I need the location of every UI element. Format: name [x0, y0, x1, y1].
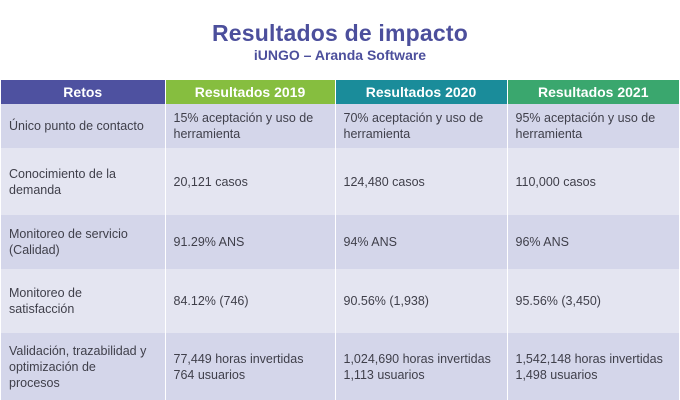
column-header-2019: Resultados 2019	[165, 80, 336, 104]
result-2020-cell: 124,480 casos	[335, 148, 508, 215]
result-2020-cell: 1,024,690 horas invertidas 1,113 usuario…	[335, 333, 508, 400]
result-text: 1,113 usuarios	[343, 367, 425, 382]
result-text: 94% ANS	[343, 235, 398, 249]
result-2021-cell: 110,000 casos	[507, 148, 679, 215]
result-text: 20,121 casos	[173, 174, 248, 189]
result-2021-cell: 1,542,148 horas invertidas 1,498 usuario…	[507, 333, 679, 400]
result-text: 110,000 casos	[515, 174, 596, 189]
result-text: 15% aceptación y uso de	[173, 111, 314, 125]
result-text: herramienta	[515, 127, 583, 141]
result-2020-cell: 90.56% (1,938)	[335, 269, 508, 333]
table-row: Conocimiento de la demanda 20,121 casos …	[1, 148, 679, 215]
table-header-row: Retos Resultados 2019 Resultados 2020 Re…	[1, 80, 679, 104]
result-2021-cell: 95.56% (3,450)	[507, 269, 679, 333]
result-text: 124,480 casos	[343, 174, 425, 189]
table-row: Único punto de contacto 15% aceptación y…	[1, 104, 679, 148]
result-2021-cell: 96% ANS	[507, 215, 679, 269]
table-row: Validación, trazabilidad y optimización …	[1, 333, 679, 400]
reto-text: Único punto de contacto	[9, 119, 144, 133]
reto-cell: Monitoreo de servicio (Calidad)	[1, 215, 166, 269]
result-text: 91.29% ANS	[173, 235, 245, 249]
result-text: herramienta	[173, 127, 241, 141]
result-2021-cell: 95% aceptación y uso de herramienta	[507, 104, 679, 148]
reto-cell: Validación, trazabilidad y optimización …	[1, 333, 166, 400]
reto-text: satisfacción	[9, 302, 75, 316]
result-2020-cell: 70% aceptación y uso de herramienta	[335, 104, 508, 148]
result-2019-cell: 91.29% ANS	[165, 215, 336, 269]
result-text: 1,542,148 horas invertidas	[515, 351, 663, 366]
result-2019-cell: 77,449 horas invertidas 764 usuarios	[165, 333, 336, 400]
reto-cell: Monitoreo de satisfacción	[1, 269, 166, 333]
column-header-2021: Resultados 2021	[507, 80, 679, 104]
reto-text: demanda	[9, 182, 62, 197]
reto-text: Monitoreo de servicio	[9, 227, 128, 241]
reto-text: optimización de	[9, 359, 96, 374]
reto-text: procesos	[9, 375, 60, 390]
result-text: 77,449 horas invertidas	[173, 351, 304, 366]
results-table: Retos Resultados 2019 Resultados 2020 Re…	[1, 80, 679, 400]
result-text: 84.12% (746)	[173, 294, 249, 308]
column-header-retos: Retos	[1, 80, 166, 104]
reto-text: Conocimiento de la	[9, 166, 117, 181]
reto-text: (Calidad)	[9, 243, 60, 257]
result-text: 1,498 usuarios	[515, 367, 598, 382]
page-subtitle: iUNGO – Aranda Software	[253, 47, 427, 63]
page-title: Resultados de impacto	[212, 20, 468, 46]
result-text: 95% aceptación y uso de	[515, 111, 656, 125]
result-text: 1,024,690 horas invertidas	[343, 351, 491, 366]
result-text: 70% aceptación y uso de	[343, 111, 484, 125]
reto-cell: Único punto de contacto	[1, 104, 166, 148]
result-text: 764 usuarios	[173, 367, 246, 382]
reto-cell: Conocimiento de la demanda	[1, 148, 166, 215]
result-text: herramienta	[343, 127, 411, 141]
reto-text: Validación, trazabilidad y	[9, 343, 147, 358]
table-row: Monitoreo de satisfacción 84.12% (746) 9…	[1, 269, 679, 333]
result-text: 90.56% (1,938)	[343, 294, 429, 308]
result-text: 96% ANS	[515, 235, 570, 249]
reto-text: Monitoreo de	[9, 286, 82, 300]
result-text: 95.56% (3,450)	[515, 294, 601, 308]
result-2019-cell: 15% aceptación y uso de herramienta	[165, 104, 336, 148]
column-header-2020: Resultados 2020	[335, 80, 508, 104]
result-2019-cell: 20,121 casos	[165, 148, 336, 215]
result-2020-cell: 94% ANS	[335, 215, 508, 269]
table-row: Monitoreo de servicio (Calidad) 91.29% A…	[1, 215, 679, 269]
result-2019-cell: 84.12% (746)	[165, 269, 336, 333]
